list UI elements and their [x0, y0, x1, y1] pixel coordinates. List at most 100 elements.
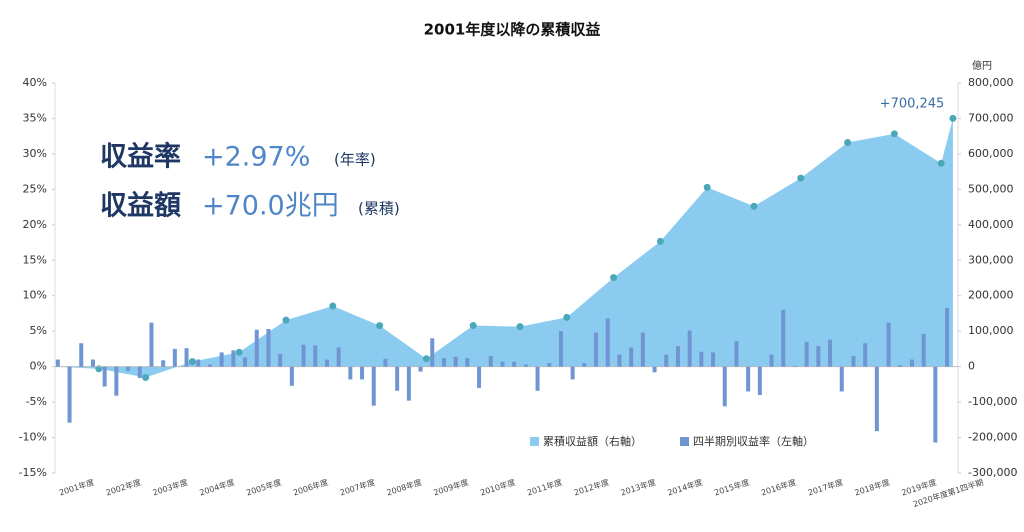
bar — [886, 322, 891, 367]
y-tick-label: -10% — [19, 431, 47, 444]
y2-unit: 億円 — [972, 59, 992, 72]
bar — [722, 366, 727, 407]
bar — [617, 354, 622, 367]
bar — [640, 332, 645, 367]
bar — [371, 366, 376, 406]
x-tick-label: 2016年度 — [760, 477, 798, 498]
y2-tick-label: 200,000 — [968, 289, 1014, 302]
bar — [523, 364, 528, 367]
summary-label: 収益額 — [100, 191, 181, 222]
bar — [734, 341, 739, 367]
bar — [55, 359, 60, 367]
bar — [418, 366, 423, 372]
y2-tick-label: -200,000 — [968, 431, 1017, 444]
bar — [909, 359, 914, 367]
legend-swatch — [530, 437, 539, 446]
summary-label: 収益率 — [100, 141, 181, 173]
x-tick-label: 2003年度 — [151, 477, 189, 498]
x-tick-label: 2009年度 — [432, 477, 470, 498]
bar — [395, 366, 400, 391]
y-tick-label: 25% — [23, 182, 47, 195]
y2-tick-label: 300,000 — [968, 253, 1014, 266]
bar — [336, 347, 341, 367]
point — [376, 322, 384, 330]
y2-tick-label: 0 — [968, 360, 975, 373]
point — [890, 130, 898, 138]
point — [235, 348, 243, 356]
bar — [535, 366, 540, 391]
bar — [874, 366, 879, 432]
bar — [90, 359, 95, 367]
bar — [594, 332, 599, 367]
y-tick-label: 15% — [23, 253, 47, 266]
x-tick-label: 2015年度 — [713, 477, 751, 498]
point — [563, 313, 571, 321]
bar — [945, 307, 950, 367]
x-tick-label: 2008年度 — [385, 477, 423, 498]
bar — [219, 352, 224, 367]
y2-tick-label: 600,000 — [968, 147, 1014, 160]
x-tick-label: 2001年度 — [58, 477, 96, 498]
point — [656, 237, 664, 245]
bar — [547, 363, 552, 367]
point — [949, 114, 957, 122]
point — [422, 355, 430, 363]
area — [52, 118, 953, 378]
bar — [863, 343, 868, 367]
bar — [488, 356, 493, 367]
bar — [231, 350, 236, 367]
bar — [629, 347, 634, 367]
bar — [348, 366, 353, 380]
point — [937, 159, 945, 167]
y-tick-label: 40% — [23, 76, 47, 89]
bar — [79, 343, 84, 367]
y-tick-label: 5% — [30, 324, 47, 337]
point — [329, 302, 337, 310]
legend-label: 四半期別収益率（左軸） — [693, 434, 814, 448]
bar — [453, 356, 458, 367]
bar — [184, 348, 189, 367]
legend-label: 累積収益額（右軸） — [543, 434, 642, 448]
bar — [652, 366, 657, 373]
bar — [254, 329, 259, 367]
bar — [477, 366, 482, 388]
summary-value: +70.0兆円 — [202, 191, 339, 222]
bar — [664, 354, 669, 367]
legend-swatch — [680, 437, 689, 446]
y-tick-label: 30% — [23, 147, 47, 160]
x-tick-label: 2006年度 — [292, 477, 330, 498]
bar — [792, 365, 797, 367]
bar — [126, 366, 131, 371]
bar — [324, 359, 329, 367]
y2-tick-label: 400,000 — [968, 218, 1014, 231]
bar — [406, 366, 411, 401]
point — [797, 174, 805, 182]
bar — [769, 354, 774, 367]
y-tick-label: 20% — [23, 218, 47, 231]
bar — [114, 366, 119, 396]
x-tick-label: 2013年度 — [619, 477, 657, 498]
bar — [582, 363, 587, 367]
bar — [839, 366, 844, 392]
x-tick-label: 2010年度 — [479, 477, 517, 498]
y2-tick-label: -100,000 — [968, 395, 1017, 408]
bar — [781, 309, 786, 367]
bar — [243, 357, 248, 367]
x-tick-label: 2018年度 — [853, 477, 891, 498]
point — [703, 183, 711, 191]
point — [282, 316, 290, 324]
y-tick-label: -5% — [26, 395, 47, 408]
bar — [746, 366, 751, 392]
bar — [851, 356, 856, 367]
point — [610, 274, 618, 282]
bar — [313, 345, 318, 367]
bar — [512, 361, 517, 367]
x-tick-label: 2014年度 — [666, 477, 704, 498]
y2-tick-label: -300,000 — [968, 466, 1017, 479]
y-tick-label: 10% — [23, 289, 47, 302]
x-tick-label: 2002年度 — [105, 477, 143, 498]
bar — [196, 359, 201, 367]
bar — [933, 366, 938, 443]
y2-tick-label: 100,000 — [968, 324, 1014, 337]
